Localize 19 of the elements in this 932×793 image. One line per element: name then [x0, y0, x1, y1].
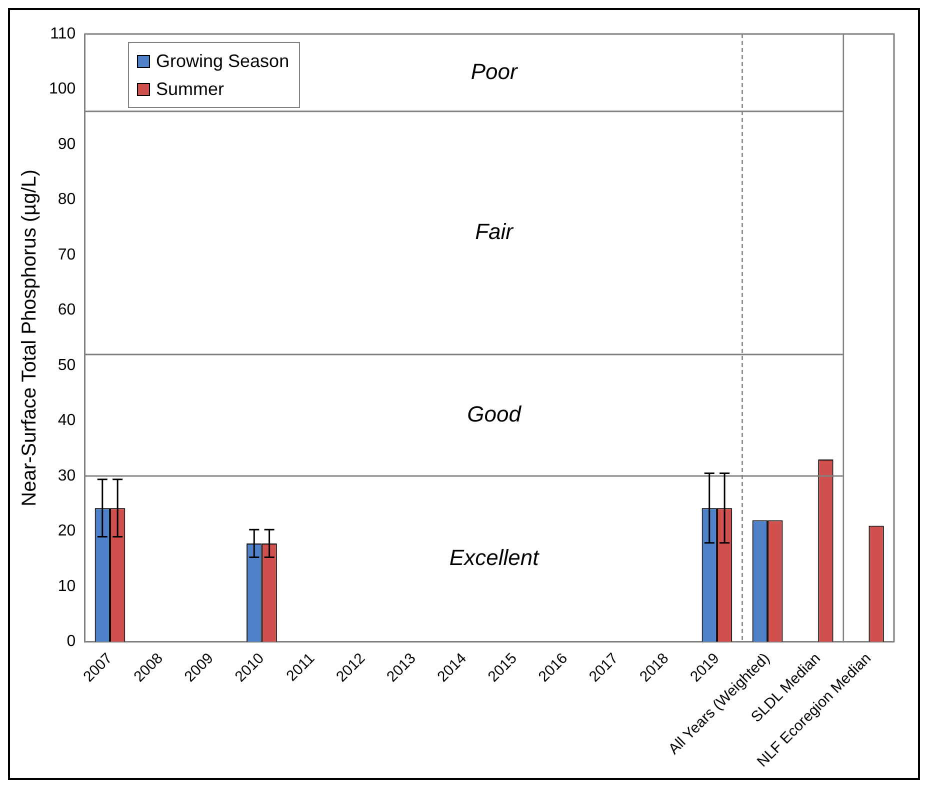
y-tick-label: 40	[58, 412, 76, 430]
y-tick-label: 10	[58, 578, 76, 595]
y-tick-label: 80	[58, 191, 76, 208]
annotation: Good	[467, 401, 522, 426]
y-tick-label: 100	[48, 80, 76, 98]
y-tick-label: 110	[50, 25, 76, 42]
legend-label: Summer	[156, 78, 224, 101]
y-tick-label: 60	[58, 302, 76, 319]
y-tick-label: 20	[58, 522, 76, 540]
y-axis-title: Near-Surface Total Phosphorus (µg/L)	[18, 169, 41, 506]
y-tick-label: 50	[58, 356, 76, 374]
y-tick-label: 90	[58, 136, 76, 153]
annotation: Poor	[470, 58, 519, 84]
y-tick-label: 30	[58, 467, 76, 484]
y-tick-label: 0	[66, 633, 76, 650]
legend-label: Growing Season	[156, 50, 290, 73]
annotation: Excellent	[449, 545, 540, 570]
annotation: Fair	[475, 219, 515, 244]
y-tick-label: 70	[58, 246, 76, 264]
